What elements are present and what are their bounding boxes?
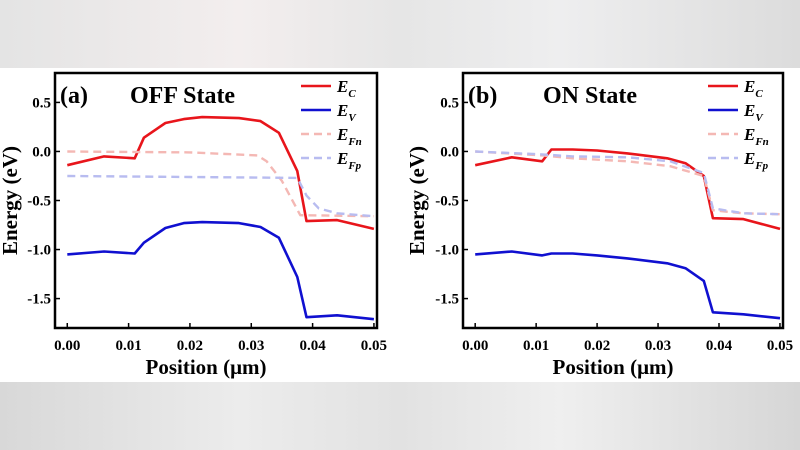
x-tick-label: 0.00 (462, 338, 488, 354)
series-line-EFn (475, 150, 781, 216)
x-tick-label: 0.00 (54, 338, 80, 354)
legend-label-Ec: EC (743, 77, 763, 100)
y-tick-label: 0.0 (32, 144, 51, 160)
legend-label-EFn: EFn (336, 125, 362, 148)
series-line-EFn (67, 150, 374, 218)
legend-label-Ev: EV (336, 101, 357, 124)
x-axis-label: Position (μm) (553, 355, 674, 379)
panel-title: ON State (543, 83, 637, 109)
panel-b: 0.00 0.01 0.02 0.03 0.04 0.05 0.5 0.0 -0.5 -1.0 -1… (405, 71, 793, 379)
legend-label-EFp: EFp (743, 149, 769, 172)
series-line-Ev (475, 250, 781, 320)
y-tick-label: -1.0 (27, 243, 51, 259)
x-tick-label: 0.02 (584, 338, 610, 354)
series-line-Ec (66, 115, 375, 231)
series-line-EFp (475, 150, 781, 216)
series-line-EFp (67, 174, 374, 218)
x-tick-label: 0.04 (706, 338, 733, 354)
y-tick-label: -1.5 (27, 292, 51, 308)
y-tick-label: -1.0 (435, 243, 459, 259)
panel-label: (b) (468, 83, 497, 109)
y-axis-label: Energy (eV) (405, 146, 429, 255)
y-tick-label: 0.5 (440, 95, 459, 111)
series-line-Ev (67, 220, 375, 321)
y-tick-label: 0.5 (32, 95, 51, 111)
x-tick-label: 0.05 (361, 338, 387, 354)
y-axis-label: Energy (eV) (0, 146, 22, 255)
x-tick-label: 0.03 (238, 338, 264, 354)
legend-label-EFp: EFp (336, 149, 362, 172)
panel-a: 0.00 0.01 0.02 0.03 0.04 0.05 0.5 0.0 -0.5 -1.0 -1… (0, 71, 387, 379)
y-tick-label: -0.5 (27, 194, 51, 210)
x-tick-label: 0.01 (115, 338, 141, 354)
blurred-background-top (0, 0, 800, 68)
series-line-Ec (474, 148, 781, 231)
legend-label-Ec: EC (336, 77, 356, 100)
y-tick-label: 0.0 (440, 144, 459, 160)
legend-label-EFn: EFn (743, 125, 769, 148)
blurred-background-bottom (0, 382, 800, 450)
y-tick-label: -1.5 (435, 292, 459, 308)
x-tick-label: 0.04 (299, 338, 326, 354)
legend-label-Ev: EV (743, 101, 764, 124)
x-tick-label: 0.05 (767, 338, 793, 354)
panel-title: OFF State (130, 83, 235, 109)
panel-label: (a) (60, 83, 88, 109)
x-tick-label: 0.03 (645, 338, 671, 354)
x-tick-label: 0.02 (177, 338, 203, 354)
y-tick-label: -0.5 (435, 194, 459, 210)
x-axis-label: Position (μm) (146, 355, 267, 379)
x-tick-label: 0.01 (523, 338, 549, 354)
